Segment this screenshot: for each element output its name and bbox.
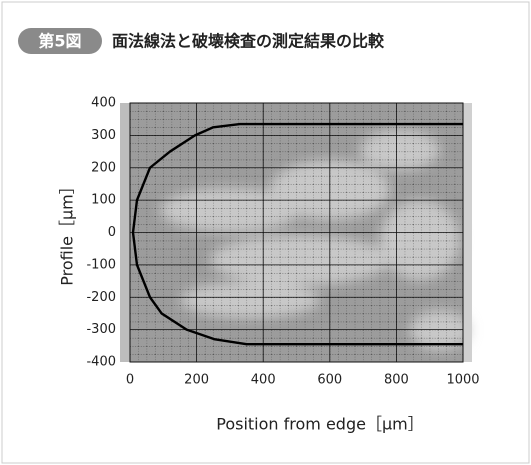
- y-axis-label: Profile［μm］: [58, 178, 77, 286]
- x-tick-label: 0: [126, 373, 134, 388]
- x-tick-label: 200: [184, 373, 209, 388]
- y-tick-label: -200: [86, 290, 116, 305]
- y-tick-label: -400: [86, 355, 116, 370]
- chart-title: 面法線法と破壊検査の測定結果の比較: [112, 32, 385, 51]
- x-tick-label: 800: [384, 373, 409, 388]
- chart: 第5図 面法線法と破壊検査の測定結果の比較 Profile［μm］ Positi…: [0, 0, 531, 465]
- y-tick-label: 200: [91, 160, 116, 175]
- x-tick-label: 400: [251, 373, 276, 388]
- x-tick-label: 600: [317, 373, 342, 388]
- y-tick-label: 300: [91, 128, 116, 143]
- y-tick-label: 400: [91, 96, 116, 111]
- y-tick-label: -100: [86, 257, 116, 272]
- y-tick-label: 100: [91, 193, 116, 208]
- y-tick-label: -300: [86, 322, 116, 337]
- x-tick-label: 1000: [446, 373, 479, 388]
- x-axis-label: Position from edge［μm］: [216, 415, 423, 434]
- y-tick-label: 0: [108, 225, 116, 240]
- figure-label: 第5図: [38, 32, 81, 51]
